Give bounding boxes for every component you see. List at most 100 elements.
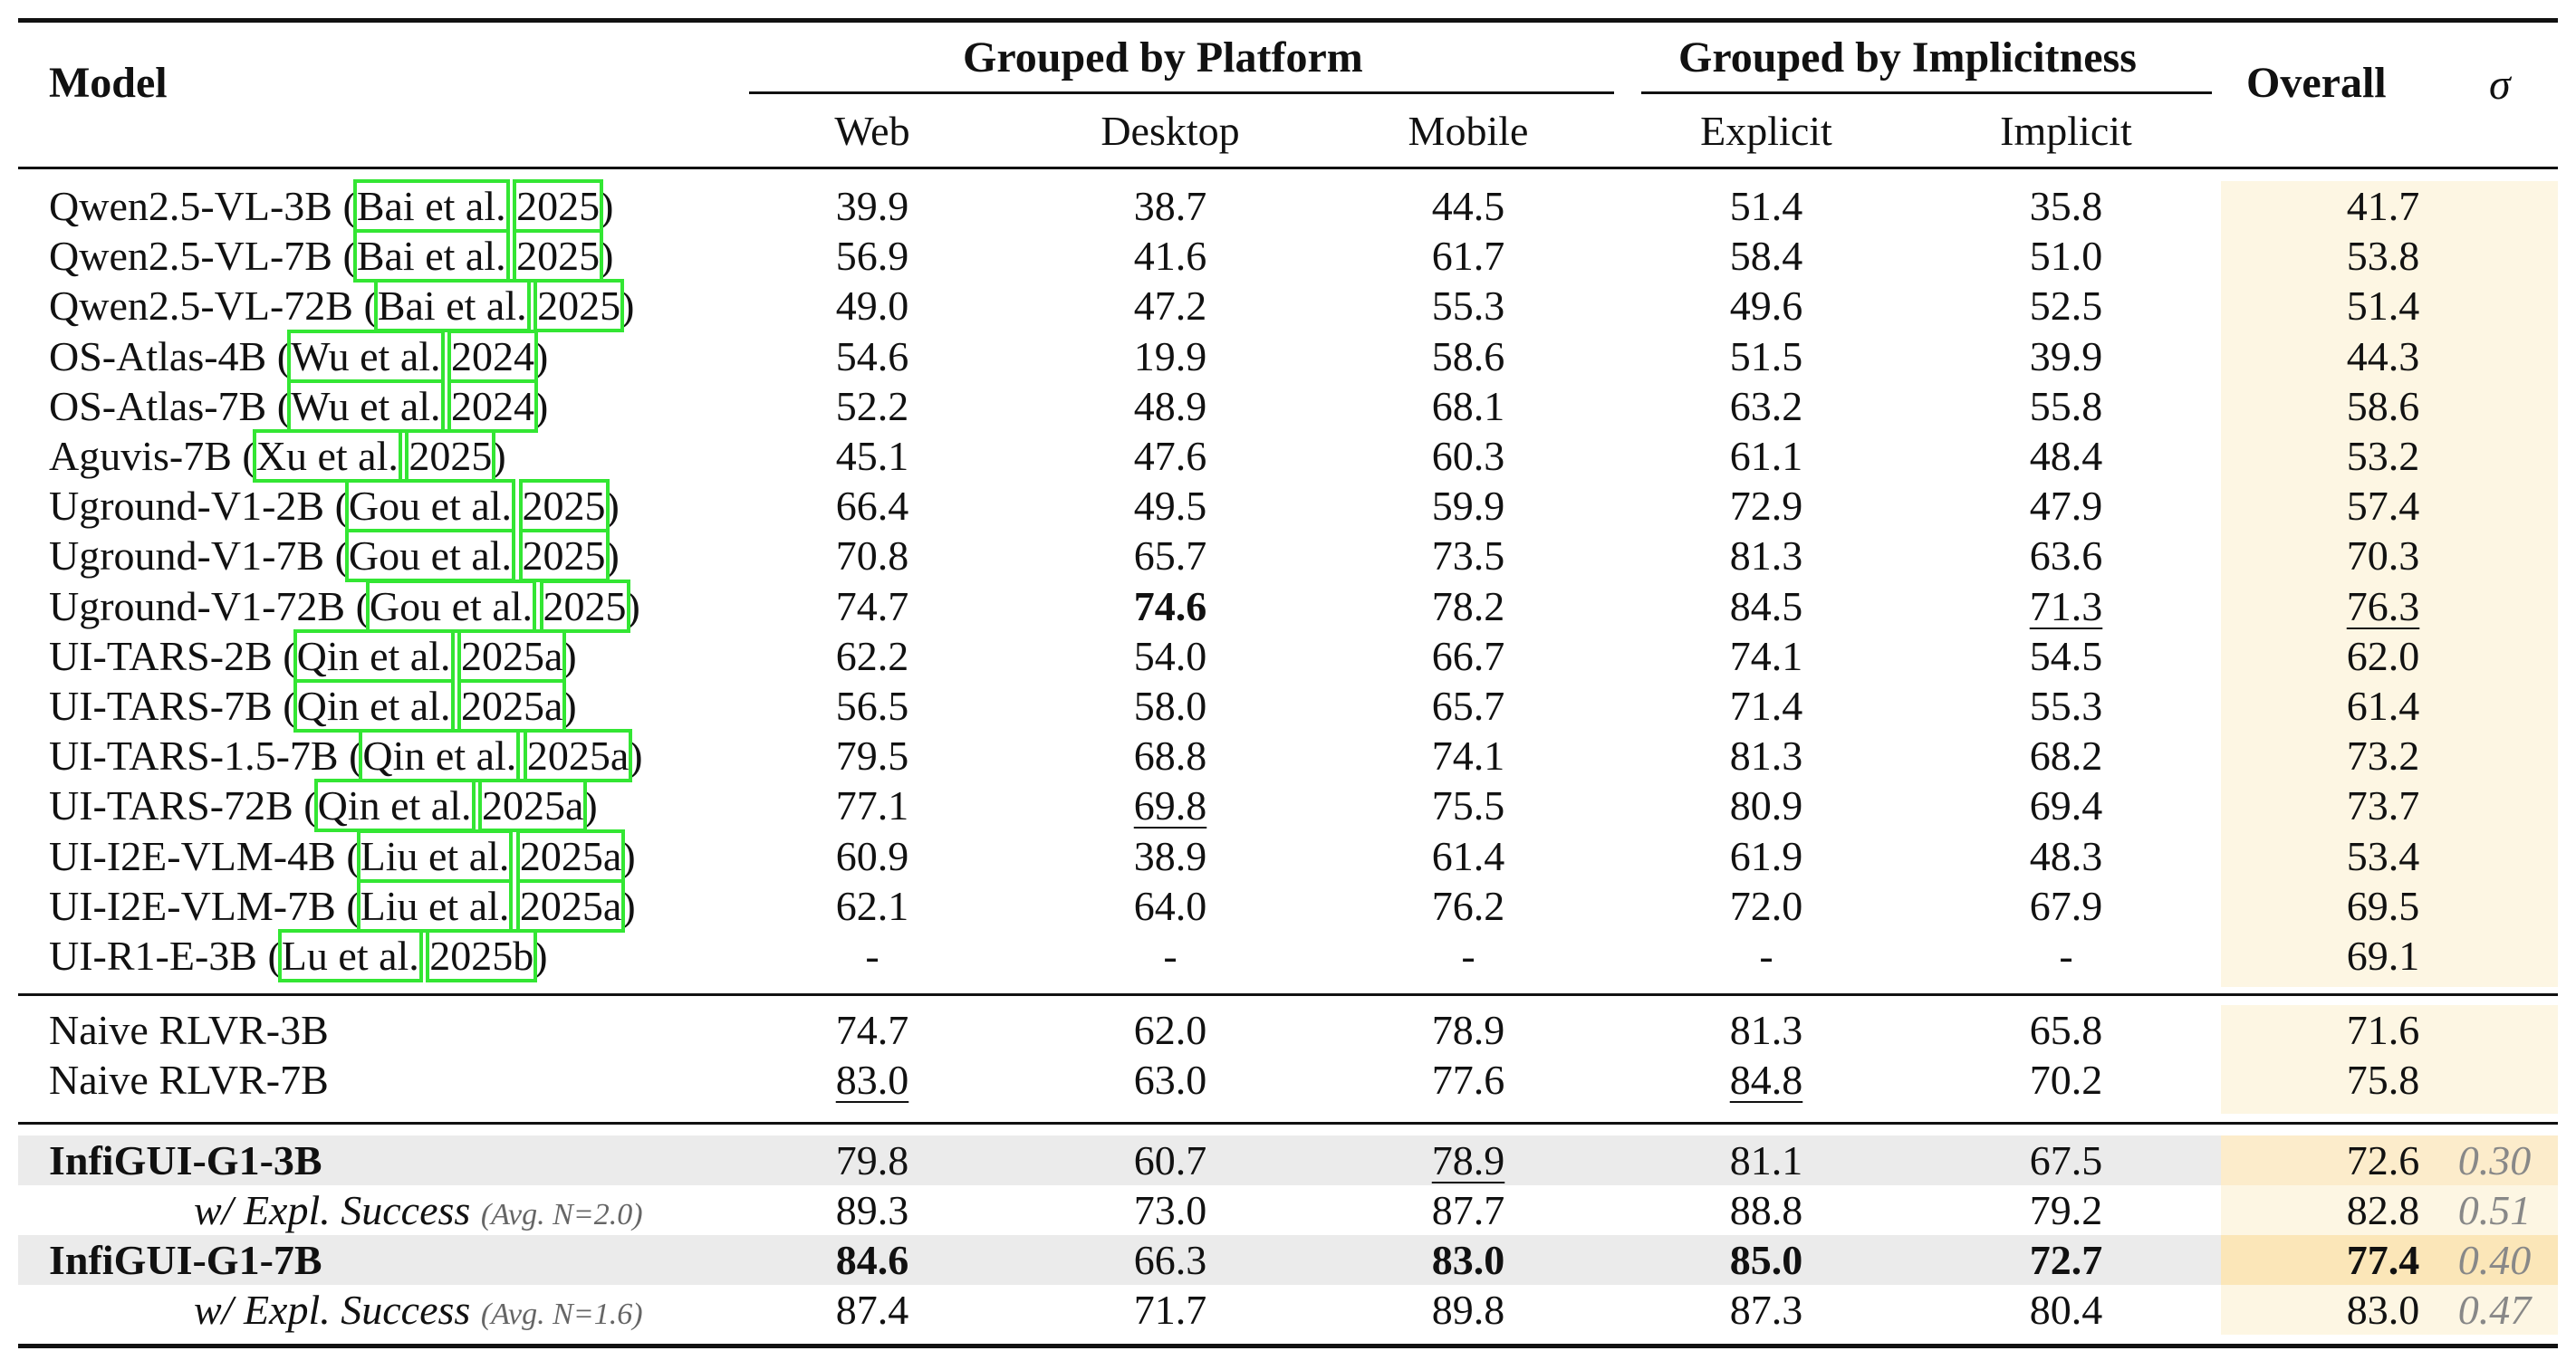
table-row: UI-I2E-VLM-7B (Liu et al. 2025a) 62.1 64.0… [18, 879, 2558, 933]
citation-year-link[interactable]: 2025a [523, 729, 633, 782]
citation-year-link[interactable]: 2025 [405, 429, 496, 483]
table-row: InfiGUI-G1-3B 79.8 60.7 78.9 81.1 67.5 72.6 0.3… [18, 1135, 2558, 1185]
cell-desktop: 41.6 [1133, 233, 1207, 279]
citation-year-link[interactable]: 2025a [477, 779, 588, 832]
model-name-text: Qwen2.5-VL-3B [49, 183, 332, 229]
cell-desktop: 62.0 [1133, 1007, 1207, 1053]
cell-overall: 53.4 [2346, 833, 2420, 879]
cell-desktop: 54.0 [1133, 633, 1207, 679]
header-model: Model [49, 59, 168, 107]
platform-group-rule [749, 91, 1614, 94]
cell-overall: 62.0 [2346, 633, 2420, 679]
top-rule [18, 18, 2558, 23]
citation-author-link[interactable]: Liu et al. [356, 829, 514, 883]
model-name: UI-I2E-VLM-4B (Liu et al. 2025a) [49, 829, 636, 883]
citation-author-link[interactable]: Liu et al. [356, 879, 514, 933]
table-row: Naive RLVR-7B 83.0 63.0 77.6 84.8 70.2 75.8 [18, 1055, 2558, 1105]
citation-author-link[interactable]: Bai et al. [352, 229, 510, 283]
cell-explicit: 63.2 [1729, 383, 1803, 429]
citation-year-link[interactable]: 2025a [515, 879, 626, 933]
avg-n-note: (Avg. N=1.6) [480, 1298, 643, 1331]
model-name: UI-TARS-2B (Qin et al. 2025a) [49, 629, 577, 683]
citation-author-link[interactable]: Bai et al. [373, 279, 531, 332]
model-name: UI-R1-E-3B (Lu et al. 2025b) [49, 929, 548, 982]
citation-year-link[interactable]: 2025b [426, 929, 538, 982]
table-row: Naive RLVR-3B 74.7 62.0 78.9 81.3 65.8 71.6 [18, 1005, 2558, 1055]
model-name-text: Uground-V1-7B [49, 532, 325, 579]
model-name: Qwen2.5-VL-3B (Bai et al. 2025) [49, 179, 614, 233]
citation-year-link[interactable]: 2025 [518, 479, 610, 532]
model-name-text: w/ Expl. Success [194, 1287, 471, 1333]
cell-explicit: 81.3 [1729, 532, 1803, 579]
cell-implicit: 47.9 [2029, 483, 2103, 529]
citation-author-link[interactable]: Gou et al. [344, 529, 516, 582]
cell-explicit: 61.1 [1729, 433, 1803, 479]
citation-year-link[interactable]: 2025a [457, 679, 567, 733]
citation-author-link[interactable]: Qin et al. [293, 679, 455, 733]
citation-year-link[interactable]: 2025a [457, 629, 567, 683]
citation-year-link[interactable]: 2025 [539, 580, 630, 633]
citation-author-link[interactable]: Wu et al. [287, 379, 445, 433]
cell-mobile: 78.9 [1431, 1137, 1505, 1183]
citation-author-link[interactable]: Qin et al. [293, 629, 455, 683]
cell-explicit: 58.4 [1729, 233, 1803, 279]
cell-implicit: 70.2 [2029, 1057, 2103, 1103]
cell-desktop: 68.8 [1133, 733, 1207, 779]
citation-year-link[interactable]: 2025 [513, 229, 604, 283]
cell-implicit: 69.4 [2029, 782, 2103, 829]
cell-web: 49.0 [835, 283, 909, 329]
cell-web: 60.9 [835, 833, 909, 879]
cell-overall: 58.6 [2346, 383, 2420, 429]
cell-web: 39.9 [835, 183, 909, 229]
overall-highlight-g1-3b [2221, 1135, 2558, 1185]
citation-author-link[interactable]: Wu et al. [287, 330, 445, 383]
cell-implicit: 79.2 [2029, 1187, 2103, 1233]
citation-year-link[interactable]: 2025a [515, 829, 626, 883]
citation-year-link[interactable]: 2024 [447, 379, 539, 433]
citation-author-link[interactable]: Gou et al. [365, 580, 537, 633]
model-name: Naive RLVR-7B [49, 1055, 329, 1105]
cell-explicit: 71.4 [1729, 683, 1803, 729]
cell-desktop: 38.9 [1133, 833, 1207, 879]
row-highlight-g1-3b [18, 1135, 2221, 1185]
cell-overall: 69.1 [2346, 933, 2420, 979]
cell-web: 79.5 [835, 733, 909, 779]
cell-mobile: 65.7 [1431, 683, 1505, 729]
cell-overall: 70.3 [2346, 532, 2420, 579]
cell-implicit: 51.0 [2029, 233, 2103, 279]
header-desktop: Desktop [1101, 108, 1240, 154]
model-name: InfiGUI-G1-3B [49, 1135, 322, 1185]
header-web: Web [834, 108, 910, 154]
model-name: Aguvis-7B (Xu et al. 2025) [49, 429, 506, 483]
citation-year-link[interactable]: 2025 [533, 279, 625, 332]
cell-web: 87.4 [835, 1287, 909, 1333]
citation-author-link[interactable]: Qin et al. [359, 729, 521, 782]
cell-web: 62.2 [835, 633, 909, 679]
model-name: w/ Expl. Success (Avg. N=2.0) [194, 1185, 643, 1235]
cell-desktop: 73.0 [1133, 1187, 1207, 1233]
cell-web: 84.6 [835, 1237, 909, 1283]
citation-year-link[interactable]: 2025 [518, 529, 610, 582]
cell-web: 83.0 [835, 1057, 909, 1103]
cell-implicit: 67.5 [2029, 1137, 2103, 1183]
citation-author-link[interactable]: Qin et al. [313, 779, 476, 832]
cell-web: 89.3 [835, 1187, 909, 1233]
cell-overall: 71.6 [2346, 1007, 2420, 1053]
model-name: Uground-V1-72B (Gou et al. 2025) [49, 580, 640, 633]
citation-author-link[interactable]: Xu et al. [252, 429, 402, 483]
citation-author-link[interactable]: Gou et al. [344, 479, 516, 532]
table-row: Uground-V1-72B (Gou et al. 2025) 74.7 74.6… [18, 580, 2558, 633]
table-row: w/ Expl. Success (Avg. N=2.0) 89.3 73.0 87.… [18, 1185, 2558, 1235]
model-name: UI-I2E-VLM-7B (Liu et al. 2025a) [49, 879, 636, 933]
citation-author-link[interactable]: Bai et al. [352, 179, 510, 233]
model-name-text: OS-Atlas-7B [49, 383, 267, 429]
citation-year-link[interactable]: 2025 [513, 179, 604, 233]
bottom-rule [18, 1344, 2558, 1348]
citation-author-link[interactable]: Lu et al. [277, 929, 423, 982]
citation-year-link[interactable]: 2024 [447, 330, 539, 383]
cell-mobile: 61.4 [1431, 833, 1505, 879]
cell-mobile: - [1461, 933, 1475, 979]
model-name: Qwen2.5-VL-72B (Bai et al. 2025) [49, 279, 635, 332]
header-mobile: Mobile [1408, 108, 1529, 154]
model-name-text: InfiGUI-G1-7B [49, 1237, 322, 1283]
